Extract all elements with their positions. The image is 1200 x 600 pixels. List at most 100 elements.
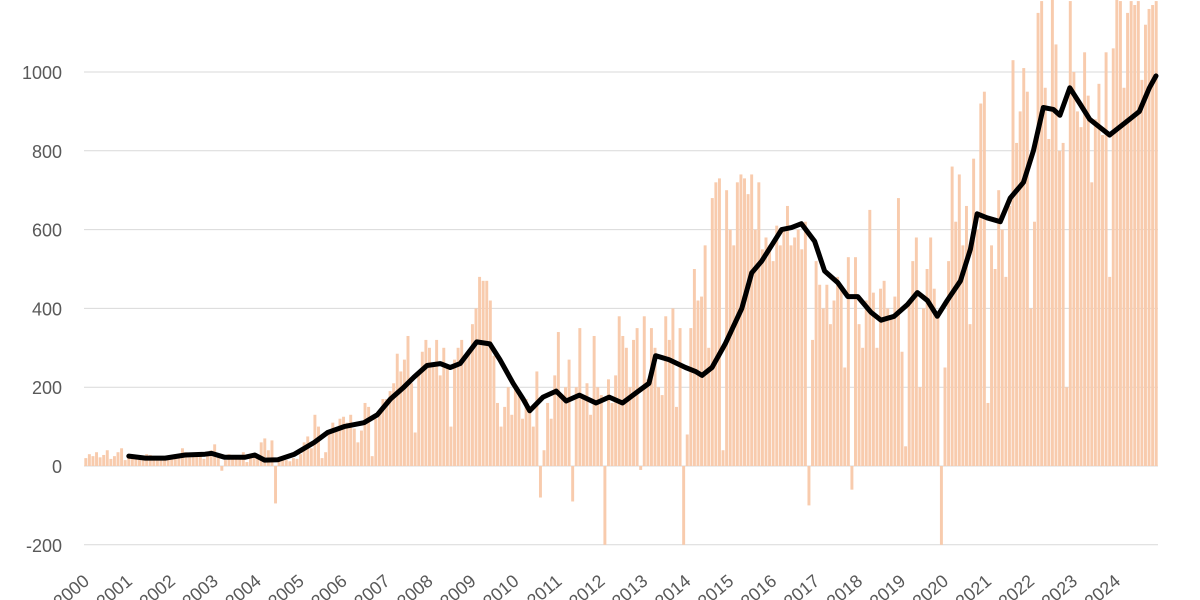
x-tick-label: 2016	[737, 571, 781, 600]
bar	[177, 458, 181, 466]
bar	[768, 245, 772, 466]
bar	[596, 387, 600, 466]
bar	[607, 379, 610, 466]
bar	[338, 418, 342, 466]
bar	[438, 375, 442, 466]
bar	[320, 458, 324, 466]
bar	[843, 367, 847, 466]
bar	[105, 450, 109, 466]
bar	[173, 454, 177, 466]
bar	[155, 458, 159, 466]
bar	[417, 371, 421, 466]
bar	[377, 410, 381, 466]
bar	[778, 245, 782, 466]
bar	[864, 300, 868, 466]
x-tick-label: 2011	[523, 571, 566, 600]
bar	[700, 296, 704, 466]
bar-series	[84, 0, 1158, 545]
bar	[839, 288, 843, 466]
bar	[98, 457, 102, 466]
y-tick-label: 800	[32, 142, 62, 162]
x-tick-label: 2000	[49, 571, 93, 600]
x-tick-label: 2007	[350, 571, 394, 600]
bar	[689, 328, 693, 466]
x-tick-label: 2013	[608, 571, 652, 600]
bar	[227, 454, 231, 466]
x-tick-label: 2021	[952, 571, 996, 600]
bar	[324, 452, 328, 466]
bar	[721, 450, 725, 466]
bar	[782, 229, 786, 466]
bar	[1036, 12, 1040, 467]
bar	[138, 458, 141, 466]
bar	[1072, 72, 1076, 466]
bar	[392, 383, 396, 466]
bar	[1108, 276, 1112, 466]
bar	[1068, 1, 1072, 467]
bar	[531, 426, 535, 466]
bar	[671, 308, 675, 466]
bar	[1154, 1, 1158, 467]
bar	[291, 458, 295, 466]
bar	[990, 245, 993, 466]
bar	[642, 316, 646, 466]
bar	[456, 347, 460, 466]
bar	[141, 460, 145, 466]
bar	[954, 221, 958, 466]
bar	[535, 371, 539, 466]
bar	[610, 402, 614, 466]
bar	[528, 406, 532, 466]
bar	[481, 280, 485, 466]
bar	[288, 461, 292, 466]
bar	[685, 434, 689, 466]
bar	[1018, 111, 1022, 467]
bar	[538, 466, 542, 498]
bar	[871, 292, 875, 466]
bar	[675, 406, 678, 466]
bar	[868, 209, 872, 466]
bar	[234, 458, 238, 466]
bar	[1061, 142, 1065, 467]
bar	[882, 280, 886, 466]
bar	[249, 457, 252, 466]
bar	[202, 458, 206, 466]
bar	[943, 367, 947, 466]
bar	[549, 418, 553, 466]
bar	[1047, 138, 1051, 467]
bar	[1093, 119, 1097, 466]
bar	[478, 276, 482, 466]
bar	[435, 339, 439, 466]
bar	[556, 332, 560, 466]
bar	[692, 269, 696, 466]
bar	[775, 225, 779, 466]
bar	[374, 418, 378, 466]
bar	[789, 245, 793, 466]
bar	[936, 316, 940, 466]
bar	[1140, 79, 1144, 466]
bar	[1065, 387, 1069, 466]
bar	[617, 316, 621, 466]
line-series	[126, 73, 1159, 463]
bar	[499, 426, 503, 466]
bar	[216, 454, 220, 466]
bar	[1025, 91, 1029, 466]
bar	[123, 460, 127, 466]
gridlines	[84, 71, 1158, 546]
bar	[1015, 142, 1019, 467]
bar	[1058, 150, 1062, 467]
bar	[402, 359, 406, 466]
bar	[277, 458, 281, 466]
bar	[256, 456, 260, 466]
bar	[567, 359, 571, 466]
bar	[743, 178, 746, 466]
bar	[982, 91, 986, 466]
bar	[112, 456, 116, 466]
bar	[492, 355, 496, 466]
bar	[732, 245, 736, 466]
bar	[914, 237, 918, 466]
x-tick-label: 2008	[393, 571, 437, 600]
bar	[363, 402, 367, 466]
bar	[1000, 229, 1004, 466]
bar	[1111, 48, 1115, 467]
